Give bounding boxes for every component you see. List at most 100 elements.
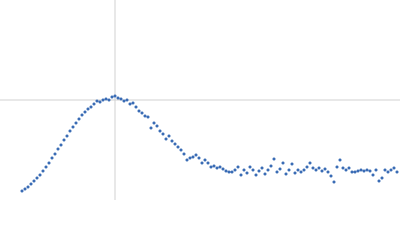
point	[29, 182, 33, 186]
point	[161, 132, 165, 136]
point	[191, 155, 195, 159]
point	[179, 148, 183, 152]
point	[206, 161, 210, 165]
point	[92, 102, 96, 106]
point	[89, 105, 93, 109]
point	[128, 102, 132, 106]
point	[38, 173, 42, 177]
point	[131, 101, 135, 105]
point	[170, 139, 174, 143]
point	[254, 173, 258, 177]
point	[98, 100, 102, 104]
point	[233, 168, 237, 172]
point	[359, 168, 363, 172]
point	[101, 98, 105, 102]
point	[236, 165, 240, 169]
point	[290, 162, 294, 166]
point	[311, 166, 315, 170]
point	[143, 114, 147, 118]
point	[110, 95, 114, 99]
point	[185, 158, 189, 162]
point	[41, 169, 45, 173]
point	[296, 168, 300, 172]
chart	[0, 0, 400, 200]
point	[152, 121, 156, 125]
point	[137, 109, 141, 113]
point	[251, 168, 255, 172]
point	[386, 170, 390, 174]
point	[299, 170, 303, 174]
point	[239, 173, 243, 177]
point	[146, 115, 150, 119]
point	[242, 168, 246, 172]
point	[116, 96, 120, 100]
point	[62, 138, 66, 142]
point	[278, 167, 282, 171]
point	[323, 167, 327, 171]
point	[200, 161, 204, 165]
point	[350, 170, 354, 174]
point	[32, 179, 36, 183]
point	[380, 176, 384, 180]
point	[215, 166, 219, 170]
point	[224, 169, 228, 173]
point	[392, 166, 396, 170]
point	[347, 166, 351, 170]
point	[293, 171, 297, 175]
point	[374, 168, 378, 172]
point	[188, 156, 192, 160]
point	[134, 105, 138, 109]
point	[194, 153, 198, 157]
point	[173, 142, 177, 146]
point	[245, 171, 249, 175]
point	[257, 169, 261, 173]
point	[86, 107, 90, 111]
point	[332, 180, 336, 184]
point	[329, 174, 333, 178]
point	[44, 165, 48, 169]
point	[212, 164, 216, 168]
point	[74, 121, 78, 125]
point	[287, 168, 291, 172]
point	[383, 168, 387, 172]
point	[83, 110, 87, 114]
point	[203, 158, 207, 162]
point	[140, 111, 144, 115]
point	[182, 152, 186, 156]
point	[53, 152, 57, 156]
point	[158, 129, 162, 133]
point	[395, 170, 399, 174]
point	[65, 134, 69, 138]
point	[272, 157, 276, 161]
point	[218, 165, 222, 169]
point	[20, 189, 24, 193]
point	[104, 97, 108, 101]
point	[260, 166, 264, 170]
point	[35, 176, 39, 180]
point	[221, 167, 225, 171]
point	[284, 172, 288, 176]
point	[344, 168, 348, 172]
point	[23, 187, 27, 191]
point	[305, 165, 309, 169]
point	[371, 173, 375, 177]
point	[302, 168, 306, 172]
point	[56, 147, 60, 151]
point	[167, 134, 171, 138]
point	[107, 98, 111, 102]
point	[80, 113, 84, 117]
point	[275, 170, 279, 174]
point	[335, 165, 339, 169]
point	[197, 156, 201, 160]
point	[338, 158, 342, 162]
point	[356, 169, 360, 173]
point	[50, 156, 54, 160]
point	[119, 97, 123, 101]
point	[269, 164, 273, 168]
point	[281, 161, 285, 165]
point	[125, 98, 129, 102]
point	[164, 137, 168, 141]
point	[362, 169, 366, 173]
point	[266, 168, 270, 172]
point	[227, 170, 231, 174]
